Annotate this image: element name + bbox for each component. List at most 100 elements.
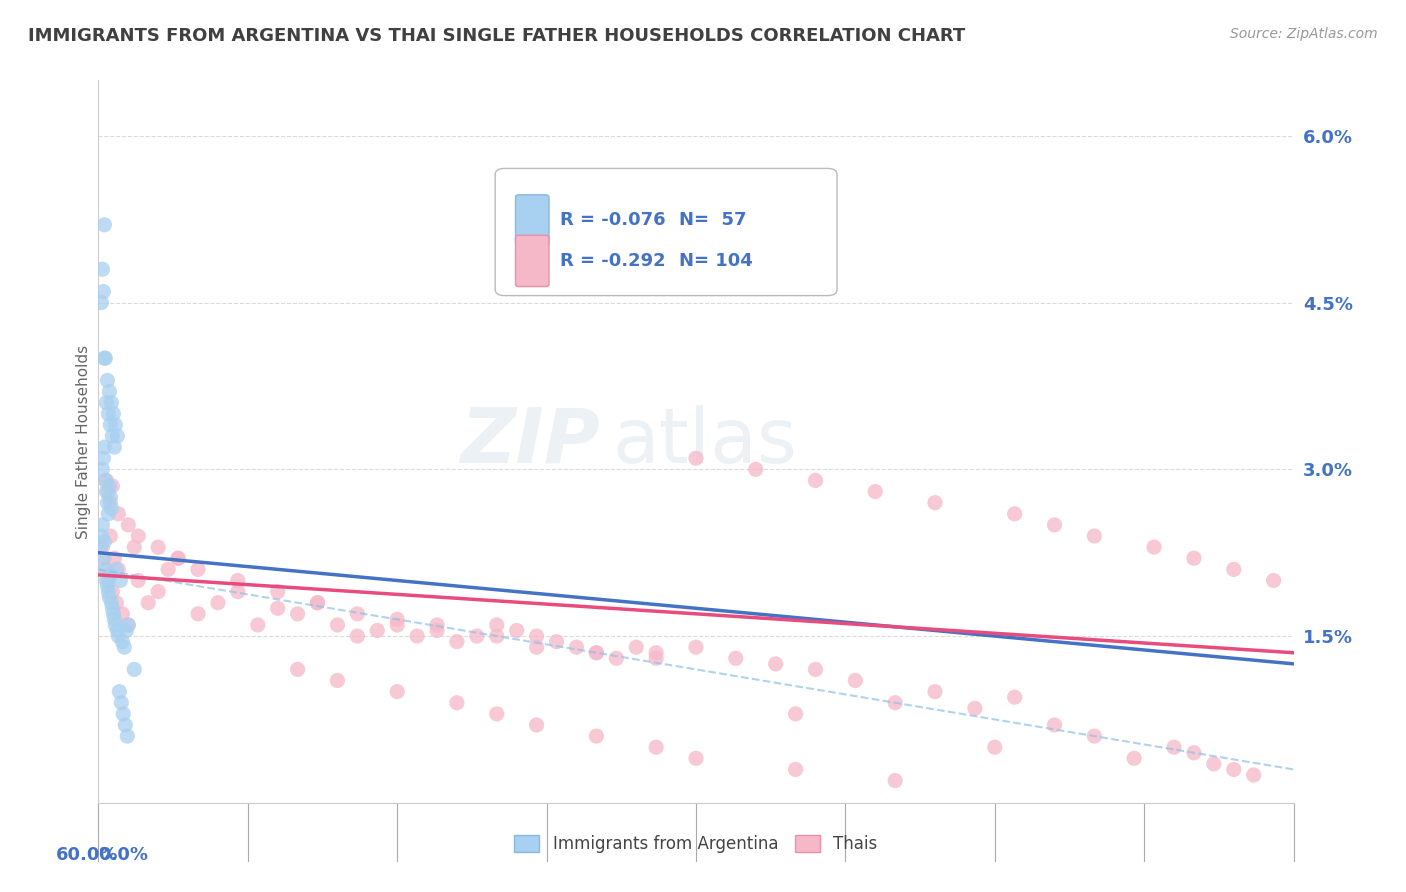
Point — [103, 612, 125, 626]
Point — [1263, 574, 1285, 588]
Text: Source: ZipAtlas.com: Source: ZipAtlas.com — [1230, 27, 1378, 41]
Point — [385, 612, 409, 626]
Point — [187, 562, 209, 576]
Point — [685, 640, 707, 655]
Point — [785, 763, 807, 777]
Point — [112, 640, 135, 655]
FancyBboxPatch shape — [516, 194, 548, 246]
Point — [446, 696, 468, 710]
Point — [307, 596, 329, 610]
Point — [115, 624, 138, 638]
Point — [105, 562, 128, 576]
Point — [287, 607, 309, 621]
FancyBboxPatch shape — [516, 235, 548, 286]
Point — [844, 673, 866, 688]
Point — [506, 624, 529, 638]
Point — [924, 496, 946, 510]
Point — [1043, 517, 1066, 532]
Point — [105, 624, 128, 638]
Point — [685, 451, 707, 466]
Y-axis label: Single Father Households: Single Father Households — [76, 344, 91, 539]
Point — [96, 474, 118, 488]
Point — [96, 574, 118, 588]
Point — [124, 662, 146, 676]
Point — [97, 574, 120, 588]
Text: 0.0%: 0.0% — [98, 847, 149, 864]
Point — [96, 395, 118, 409]
Point — [97, 484, 120, 499]
Point — [98, 490, 122, 504]
Point — [97, 584, 120, 599]
Point — [98, 479, 121, 493]
Point — [107, 629, 129, 643]
Point — [112, 706, 135, 721]
Point — [97, 407, 120, 421]
Point — [101, 429, 124, 443]
Point — [101, 601, 124, 615]
Point — [101, 584, 124, 599]
Point — [385, 618, 409, 632]
Point — [157, 562, 180, 576]
Text: ZIP: ZIP — [461, 405, 600, 478]
Point — [346, 629, 368, 643]
Point — [924, 684, 946, 698]
Point — [110, 574, 132, 588]
Point — [465, 629, 488, 643]
Point — [103, 440, 125, 454]
Point — [1083, 529, 1105, 543]
Point — [326, 618, 349, 632]
Point — [93, 440, 115, 454]
Point — [1182, 746, 1205, 760]
Point — [1004, 507, 1026, 521]
Point — [97, 507, 120, 521]
Point — [93, 218, 115, 232]
Point — [385, 684, 409, 698]
Point — [94, 351, 117, 366]
Point — [804, 474, 827, 488]
Point — [406, 629, 429, 643]
Point — [93, 551, 115, 566]
Point — [605, 651, 627, 665]
Point — [96, 373, 118, 387]
Point — [785, 706, 807, 721]
Point — [103, 607, 125, 621]
Text: 60.0%: 60.0% — [56, 847, 118, 864]
Point — [100, 395, 122, 409]
Point — [485, 618, 508, 632]
Point — [103, 551, 125, 566]
Point — [267, 601, 290, 615]
Point — [267, 584, 290, 599]
Point — [884, 696, 907, 710]
Point — [963, 701, 986, 715]
Point — [93, 285, 115, 299]
Point — [167, 551, 190, 566]
Point — [207, 596, 229, 610]
Point — [246, 618, 269, 632]
Point — [98, 568, 122, 582]
Point — [91, 517, 114, 532]
Point — [585, 729, 607, 743]
Point — [94, 474, 117, 488]
Point — [107, 562, 129, 576]
Point — [1143, 540, 1166, 554]
Point — [426, 624, 449, 638]
Point — [187, 607, 209, 621]
Point — [565, 640, 588, 655]
Point — [1223, 763, 1246, 777]
Point — [98, 590, 121, 604]
Point — [127, 574, 149, 588]
Point — [865, 484, 887, 499]
Point — [136, 596, 159, 610]
Text: R = -0.292: R = -0.292 — [560, 252, 665, 270]
Point — [526, 629, 548, 643]
Point — [124, 540, 146, 554]
Point — [346, 607, 368, 621]
Point — [117, 618, 139, 632]
Point — [645, 646, 668, 660]
Point — [91, 262, 114, 277]
Point — [96, 562, 118, 576]
Point — [103, 407, 125, 421]
Point — [765, 657, 787, 671]
Point — [91, 540, 114, 554]
Point — [90, 295, 112, 310]
